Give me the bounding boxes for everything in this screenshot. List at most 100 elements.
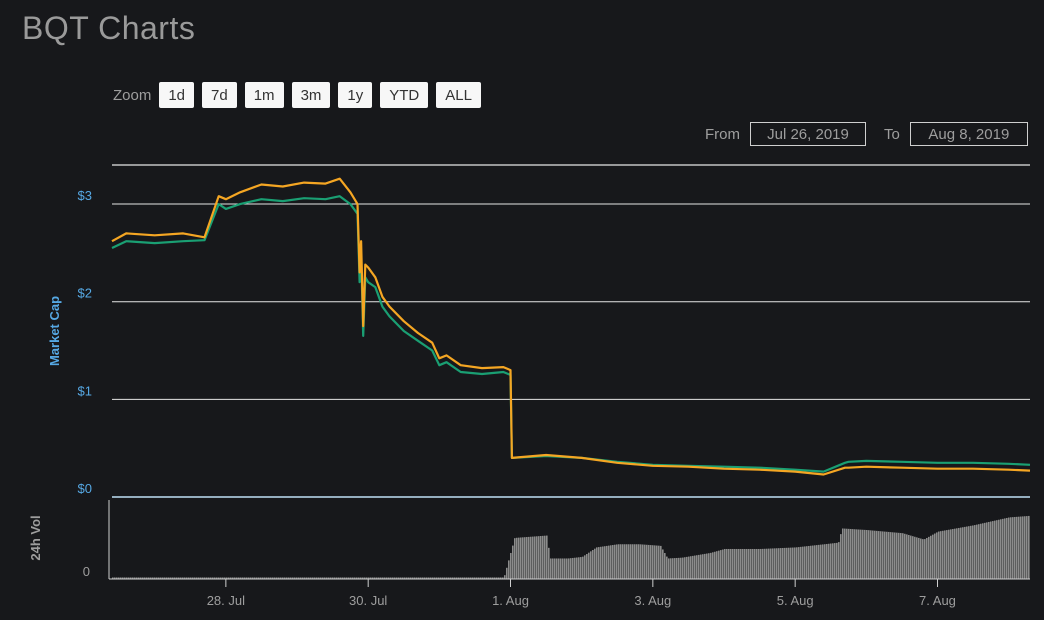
volume-bar — [852, 529, 854, 579]
volume-bar — [914, 536, 916, 579]
volume-bar — [222, 577, 224, 579]
zoom-3m-button[interactable]: 3m — [291, 82, 331, 108]
volume-bar — [372, 577, 374, 579]
volume-bar — [322, 577, 324, 579]
x-tick-label: 5. Aug — [777, 593, 814, 608]
volume-bar — [168, 577, 170, 579]
volume-bar — [778, 548, 780, 579]
volume-bar — [474, 577, 476, 579]
volume-bar — [648, 544, 650, 579]
volume-bar — [922, 539, 924, 579]
volume-bar — [202, 577, 204, 579]
volume-bar — [524, 537, 526, 579]
volume-bar — [860, 529, 862, 579]
volume-bar — [160, 577, 162, 579]
volume-bar — [616, 544, 618, 579]
volume-bar — [374, 577, 376, 579]
volume-bar — [510, 552, 512, 579]
y-axis-label: Market Cap — [47, 296, 62, 366]
zoom-7d-button[interactable]: 7d — [202, 82, 237, 108]
volume-bar — [502, 577, 504, 579]
volume-bar — [806, 546, 808, 579]
y-tick-label: $3 — [78, 188, 92, 203]
volume-bar — [300, 577, 302, 579]
volume-bar — [454, 577, 456, 579]
volume-bar — [712, 552, 714, 579]
volume-bar — [250, 577, 252, 579]
volume-bar — [564, 558, 566, 579]
zoom-1d-button[interactable]: 1d — [159, 82, 195, 108]
volume-bar — [336, 577, 338, 579]
volume-bar — [768, 548, 770, 579]
zoom-1y-button[interactable]: 1y — [338, 82, 373, 108]
volume-bar — [318, 577, 320, 579]
zoom-ytd-button[interactable]: YTD — [380, 82, 429, 108]
volume-bar — [650, 545, 652, 579]
volume-bar — [536, 536, 538, 579]
volume-bar — [256, 577, 258, 579]
volume-bar — [586, 553, 588, 579]
volume-bar — [868, 530, 870, 579]
volume-bar — [692, 555, 694, 579]
volume-bar — [822, 544, 824, 579]
volume-bar — [886, 531, 888, 579]
volume-bar — [638, 544, 640, 579]
volume-bar — [362, 577, 364, 579]
series-line-green — [111, 195, 1031, 473]
volume-bar — [466, 577, 468, 579]
volume-bar — [116, 577, 118, 579]
volume-bar — [812, 545, 814, 579]
volume-bar — [810, 545, 812, 579]
volume-bar — [266, 577, 268, 579]
to-label: To — [884, 125, 900, 143]
volume-bar — [974, 525, 976, 579]
volume-bar — [982, 523, 984, 579]
volume-bar — [632, 544, 634, 579]
volume-bar — [780, 548, 782, 579]
volume-bar — [874, 530, 876, 579]
volume-bar — [456, 577, 458, 579]
volume-bar — [164, 577, 166, 579]
volume-bar — [308, 577, 310, 579]
volume-bar — [392, 577, 394, 579]
volume-bar — [1010, 517, 1012, 579]
volume-bar — [236, 577, 238, 579]
volume-bar — [804, 546, 806, 579]
volume-bar — [630, 544, 632, 579]
volume-bar — [984, 522, 986, 579]
from-date-input[interactable]: Jul 26, 2019 — [750, 122, 866, 146]
date-range-to: To Aug 8, 2019 — [884, 122, 1028, 146]
volume-bar — [214, 577, 216, 579]
volume-bar — [380, 577, 382, 579]
volume-bar — [144, 577, 146, 579]
volume-bar — [124, 577, 126, 579]
volume-bar — [420, 577, 422, 579]
volume-bar — [976, 524, 978, 579]
volume-bar — [772, 548, 774, 579]
volume-bar — [782, 547, 784, 579]
to-date-input[interactable]: Aug 8, 2019 — [909, 122, 1028, 146]
volume-bar — [1020, 516, 1022, 579]
volume-bar — [642, 544, 644, 579]
volume-bar — [656, 545, 658, 579]
volume-bar — [866, 529, 868, 579]
volume-bar — [626, 544, 628, 579]
zoom-all-button[interactable]: ALL — [436, 82, 481, 108]
volume-bar — [252, 577, 254, 579]
volume-bar — [910, 535, 912, 579]
volume-bar — [206, 577, 208, 579]
volume-bar — [452, 577, 454, 579]
volume-bar — [472, 577, 474, 579]
volume-bar — [572, 557, 574, 579]
volume-bar — [598, 547, 600, 579]
volume-bar — [828, 543, 830, 579]
volume-bar — [190, 577, 192, 579]
volume-bar — [170, 577, 172, 579]
volume-bar — [446, 577, 448, 579]
volume-bar — [148, 577, 150, 579]
volume-bar — [570, 558, 572, 579]
volume-bar — [122, 577, 124, 579]
volume-bar — [290, 577, 292, 579]
zoom-1m-button[interactable]: 1m — [244, 82, 284, 108]
volume-bar — [946, 530, 948, 579]
